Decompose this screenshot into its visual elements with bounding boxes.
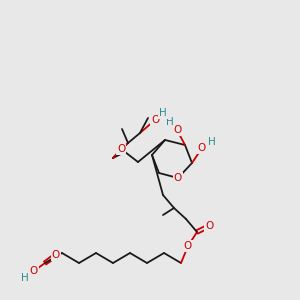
Text: O: O <box>174 173 182 183</box>
Text: O: O <box>198 143 206 153</box>
Text: O: O <box>184 241 192 251</box>
Text: O: O <box>52 250 60 260</box>
Text: O: O <box>117 144 125 154</box>
Text: O: O <box>151 115 159 125</box>
Text: H: H <box>166 117 174 127</box>
Text: O: O <box>173 125 181 135</box>
Text: H: H <box>21 273 29 283</box>
Text: O: O <box>30 266 38 276</box>
Text: O: O <box>205 221 213 231</box>
Text: H: H <box>208 137 216 147</box>
Text: H: H <box>159 108 167 118</box>
